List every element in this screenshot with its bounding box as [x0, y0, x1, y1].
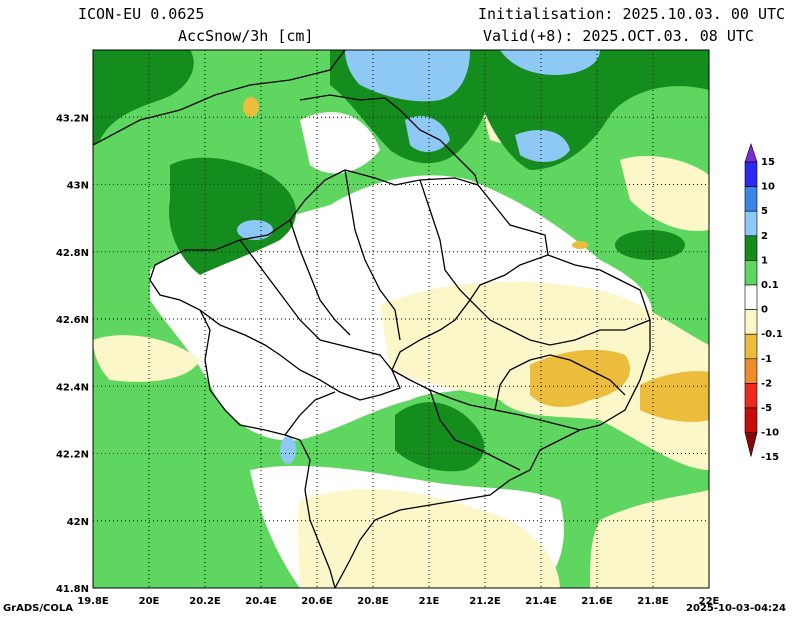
- border-internal-c: [429, 389, 521, 471]
- border-internal-h: [289, 219, 351, 336]
- colorbar-segment: [744, 210, 758, 237]
- border-internal-b: [344, 169, 401, 341]
- colorbar-label: -10: [761, 428, 779, 439]
- footer-timestamp: 2025-10-03-04:24: [686, 603, 786, 614]
- grid-lines: [93, 50, 709, 588]
- field-pos2-west: [237, 220, 273, 240]
- colorbar-segment: [744, 358, 758, 384]
- border-internal-d: [469, 299, 651, 346]
- field-pos2-north: [345, 50, 470, 102]
- variable-title: AccSnow/3h [cm]: [178, 27, 314, 45]
- footer-credit: GrADS/COLA: [3, 603, 73, 614]
- field-pos1-east: [615, 230, 685, 260]
- lon-tick-label: 21.8E: [637, 596, 669, 607]
- field-pos2-northeast-b: [515, 130, 570, 162]
- lon-tick-label: 21.4E: [525, 596, 557, 607]
- lat-tick-label: 42.6N: [56, 315, 89, 326]
- colorbar-segment: [744, 284, 758, 310]
- lat-tick-label: 42.4N: [56, 382, 89, 393]
- field-zero-north: [300, 111, 380, 174]
- colorbar-segment: [744, 407, 758, 433]
- colorbar-label: 0.1: [761, 280, 779, 291]
- lon-tick-label: 20E: [139, 596, 160, 607]
- lon-tick-label: 21.2E: [469, 596, 501, 607]
- field-neg1-spot-a: [243, 97, 259, 117]
- field-neg1-far-east: [640, 371, 709, 422]
- colorbar-segment: [744, 161, 758, 187]
- lat-tick-label: 42.8N: [56, 248, 89, 259]
- lon-tick-label: 21E: [419, 596, 440, 607]
- lon-tick-label: 19.8E: [77, 596, 109, 607]
- init-time: Initialisation: 2025.10.03. 00 UTC: [478, 5, 786, 23]
- lon-tick-label: 21.6E: [581, 596, 613, 607]
- colorbar-segment: [744, 309, 758, 335]
- colorbar-top-arrow: [744, 143, 758, 163]
- country-borders: [93, 50, 651, 588]
- border-internal-f: [284, 391, 336, 436]
- border-greece: [334, 429, 581, 588]
- border-internal-e: [494, 354, 626, 411]
- colorbar-segment: [744, 186, 758, 212]
- colorbar-segment: [744, 333, 758, 360]
- colorbar-label: 5: [761, 206, 768, 217]
- model-title: ICON-EU 0.0625: [78, 5, 205, 23]
- field-neg01-west: [93, 335, 200, 382]
- lon-tick-label: 22E: [699, 596, 720, 607]
- border-serbia-north: [299, 94, 479, 186]
- border-montenegro: [93, 50, 346, 146]
- lon-tick-label: 20.2E: [189, 596, 221, 607]
- border-kosovo: [149, 169, 549, 401]
- lon-tick-label: 20.4E: [245, 596, 277, 607]
- valid-time: Valid(+8): 2025.OCT.03. 08 UTC: [483, 27, 754, 45]
- lat-tick-label: 43.2N: [56, 113, 89, 124]
- field-pos1-south: [395, 402, 485, 472]
- colorbar-label: -15: [761, 452, 779, 463]
- lat-tick-label: 41.8N: [56, 584, 89, 595]
- colorbar-label: 15: [761, 157, 775, 168]
- colorbar-segment: [744, 235, 758, 261]
- lat-tick-label: 42.2N: [56, 450, 89, 461]
- border-north-macedonia: [391, 254, 651, 431]
- axis-ticks: 19.8E 20E 20.2E 20.4E 20.6E 20.8E 21E 21.2E 21.4…: [56, 113, 720, 607]
- colorbar: 15 10 5 2 1 0.1 0 -0.1 -1 -2 -5 -10 -15: [744, 143, 783, 463]
- colorbar-segment: [744, 383, 758, 409]
- colorbar-label: -1: [761, 354, 772, 365]
- colorbar-bottom-arrow: [744, 432, 758, 457]
- border-internal-g: [419, 179, 471, 301]
- field-neg1-spot-b: [572, 241, 588, 249]
- colorbar-label: 1: [761, 255, 768, 266]
- colorbar-label: 10: [761, 182, 775, 193]
- colorbar-segment: [744, 260, 758, 286]
- field-pos1-northwest: [93, 50, 194, 145]
- lat-tick-label: 43N: [67, 181, 89, 192]
- colorbar-label: -0.1: [761, 329, 783, 340]
- lat-tick-label: 42N: [67, 517, 89, 528]
- field-neg01-northeast: [620, 155, 709, 231]
- lon-tick-label: 20.8E: [357, 596, 389, 607]
- lon-tick-label: 20.6E: [301, 596, 333, 607]
- field-pos2-southwest: [280, 436, 296, 464]
- colorbar-label: 0: [761, 305, 768, 316]
- field-pos2-northeast: [500, 50, 600, 75]
- colorbar-label: -2: [761, 378, 772, 389]
- field-neg01-southeast: [590, 490, 709, 588]
- colorbar-label: 2: [761, 231, 768, 242]
- field-neg1-east: [530, 349, 631, 407]
- colorbar-label: -5: [761, 403, 772, 414]
- field-pos1-west: [169, 157, 297, 275]
- border-internal-a: [239, 239, 393, 371]
